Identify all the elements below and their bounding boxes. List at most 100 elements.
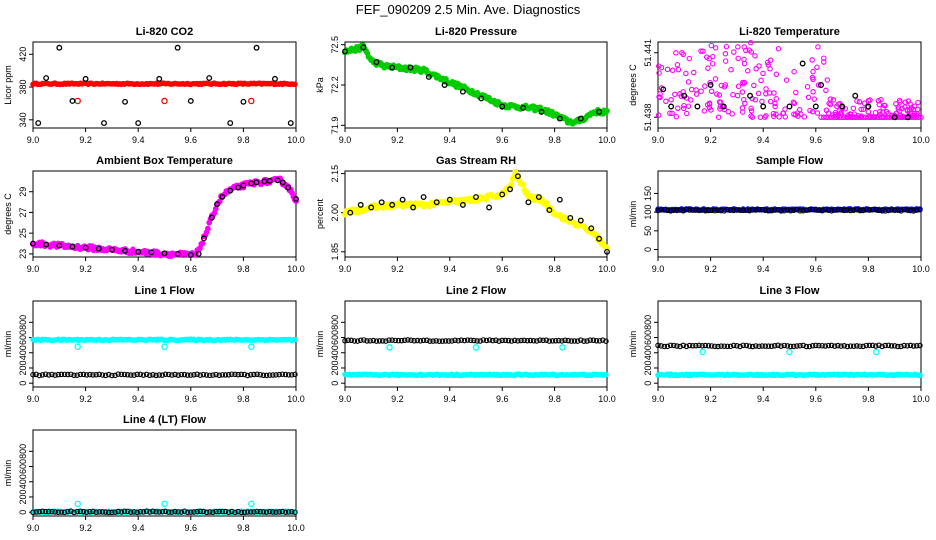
data-point bbox=[240, 98, 247, 105]
data-point bbox=[781, 342, 787, 349]
data-point bbox=[771, 90, 777, 96]
data-point bbox=[248, 372, 254, 378]
data-point bbox=[850, 207, 857, 213]
data-point bbox=[499, 191, 506, 198]
x-tick-label: 10.0 bbox=[287, 264, 305, 274]
data-point bbox=[800, 342, 806, 349]
data-point bbox=[791, 68, 797, 75]
data-point bbox=[707, 82, 714, 88]
data-point bbox=[868, 114, 874, 121]
data-point bbox=[493, 337, 499, 344]
x-tick-label: 9.8 bbox=[237, 264, 250, 274]
data-point bbox=[658, 207, 664, 213]
data-point bbox=[274, 177, 281, 184]
x-tick-label: 9.6 bbox=[810, 394, 823, 404]
data-point bbox=[831, 206, 838, 213]
x-tick-label: 9.6 bbox=[496, 394, 509, 404]
data-point bbox=[36, 372, 43, 379]
data-point bbox=[873, 114, 880, 121]
data-point bbox=[172, 508, 178, 515]
data-point bbox=[93, 372, 99, 378]
data-point bbox=[174, 250, 181, 257]
x-tick-label: 9.8 bbox=[548, 264, 561, 274]
data-point bbox=[273, 372, 279, 378]
data-point bbox=[74, 500, 81, 508]
data-point bbox=[546, 207, 553, 214]
data-point bbox=[860, 343, 866, 350]
data-point bbox=[770, 110, 777, 117]
data-point bbox=[449, 338, 455, 344]
data-point bbox=[655, 207, 661, 214]
data-point bbox=[49, 371, 55, 378]
data-point bbox=[671, 342, 677, 349]
data-point bbox=[266, 372, 273, 378]
data-point bbox=[483, 337, 490, 344]
data-point bbox=[172, 371, 178, 378]
data-point bbox=[807, 107, 813, 114]
data-point bbox=[741, 79, 748, 86]
data-point bbox=[603, 371, 609, 378]
x-tick-label: 10.0 bbox=[912, 135, 930, 145]
chart-title: Line 4 (LT) Flow bbox=[123, 414, 206, 426]
data-point bbox=[727, 207, 734, 213]
data-point bbox=[899, 114, 906, 121]
data-point bbox=[772, 343, 778, 349]
data-point bbox=[882, 342, 888, 349]
data-point bbox=[882, 208, 888, 214]
data-point bbox=[918, 114, 924, 121]
data-point bbox=[596, 108, 603, 115]
data-point bbox=[99, 509, 106, 515]
data-point bbox=[784, 343, 791, 349]
data-point bbox=[773, 71, 780, 78]
data-point bbox=[751, 82, 757, 89]
x-tick-label: 10.0 bbox=[287, 523, 305, 533]
data-point bbox=[354, 338, 361, 344]
data-point bbox=[884, 109, 890, 115]
data-point bbox=[743, 342, 750, 349]
y-tick-label: 50 bbox=[643, 226, 653, 236]
x-tick-label: 9.0 bbox=[339, 135, 352, 145]
data-point bbox=[238, 371, 245, 378]
data-point bbox=[911, 103, 918, 110]
data-point bbox=[581, 338, 587, 344]
data-point bbox=[760, 70, 766, 77]
y-tick-label: 400 bbox=[330, 345, 340, 360]
data-point bbox=[292, 81, 298, 88]
data-point bbox=[260, 509, 267, 515]
data-point bbox=[124, 508, 131, 515]
x-tick-label: 9.0 bbox=[339, 394, 352, 404]
data-point bbox=[815, 82, 822, 88]
data-point bbox=[689, 207, 696, 213]
data-point bbox=[839, 114, 845, 121]
data-point bbox=[596, 235, 603, 242]
data-point bbox=[705, 207, 712, 214]
data-point bbox=[603, 338, 609, 344]
data-point bbox=[772, 100, 778, 107]
x-tick-label: 9.6 bbox=[185, 135, 198, 145]
data-point bbox=[910, 343, 917, 349]
data-point bbox=[427, 338, 433, 344]
data-point bbox=[285, 184, 292, 191]
data-point bbox=[232, 371, 238, 378]
data-point bbox=[39, 372, 46, 378]
data-point bbox=[514, 173, 521, 180]
x-tick-label: 9.4 bbox=[132, 135, 145, 145]
y-tick-label: 340 bbox=[18, 112, 28, 127]
data-point bbox=[830, 97, 837, 103]
data-point bbox=[686, 342, 693, 349]
y-tick-label: 800 bbox=[330, 315, 340, 330]
data-point bbox=[169, 372, 175, 378]
data-point bbox=[668, 96, 674, 103]
data-point bbox=[225, 509, 232, 516]
chart-title: Gas Stream RH bbox=[436, 155, 516, 167]
plot-frame bbox=[657, 170, 922, 258]
data-point bbox=[210, 372, 216, 378]
data-point bbox=[822, 207, 829, 213]
chart-line4: Line 4 (LT) Flow ml/min 9.0 9.2 9.4 9.6 9.8 10.… bbox=[3, 414, 305, 533]
x-tick-label: 9.8 bbox=[548, 135, 561, 145]
series-average bbox=[30, 177, 299, 258]
data-point bbox=[790, 99, 797, 106]
data-point bbox=[235, 508, 241, 515]
data-point bbox=[446, 196, 453, 203]
data-point bbox=[251, 509, 257, 515]
